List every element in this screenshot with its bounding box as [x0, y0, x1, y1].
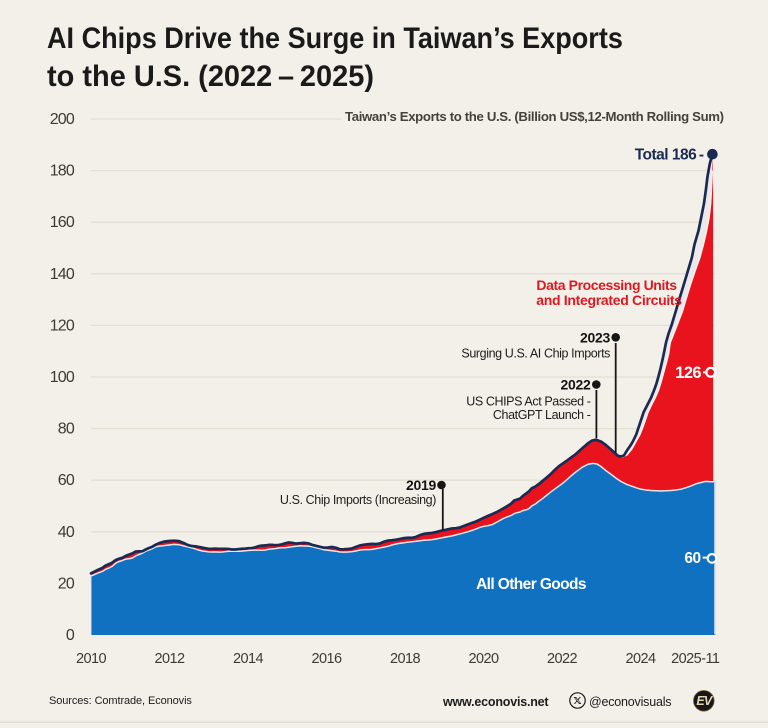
svg-text:2020: 2020: [468, 651, 499, 667]
svg-text:60: 60: [684, 550, 700, 567]
svg-text:2018: 2018: [390, 651, 421, 667]
svg-text:40: 40: [58, 524, 75, 541]
svg-text:US CHIPS Act Passed -: US CHIPS Act Passed -: [466, 394, 591, 408]
svg-text:2014: 2014: [233, 651, 264, 667]
svg-text:2016: 2016: [311, 651, 342, 667]
svg-text:Data Processing Units: Data Processing Units: [536, 277, 677, 293]
svg-text:ChatGPT Launch -: ChatGPT Launch -: [493, 408, 591, 422]
svg-text:100: 100: [50, 369, 75, 386]
svg-text:120: 120: [50, 317, 75, 334]
svg-text:U.S. Chip Imports (Increasing): U.S. Chip Imports (Increasing): [280, 493, 436, 507]
svg-text:and Integrated Circuits: and Integrated Circuits: [536, 292, 682, 308]
svg-text:Total 186 -: Total 186 -: [635, 147, 704, 164]
svg-text:200: 200: [50, 111, 75, 128]
svg-text:2010: 2010: [76, 651, 107, 667]
svg-text:2022: 2022: [547, 651, 578, 667]
svg-text:126: 126: [675, 364, 701, 382]
svg-text:2025-11: 2025-11: [671, 651, 720, 667]
svg-text:2023: 2023: [580, 329, 610, 345]
svg-text:80: 80: [58, 421, 75, 438]
svg-text:180: 180: [50, 163, 75, 180]
svg-text:2012: 2012: [154, 651, 185, 667]
svg-text:2022: 2022: [561, 377, 591, 393]
svg-text:140: 140: [50, 266, 75, 283]
svg-text:20: 20: [58, 575, 75, 592]
svg-text:2024: 2024: [625, 651, 656, 667]
svg-text:Surging U.S. AI Chip Imports: Surging U.S. AI Chip Imports: [461, 346, 610, 360]
svg-text:0: 0: [66, 627, 75, 644]
svg-text:160: 160: [50, 214, 75, 231]
svg-text:2019: 2019: [406, 477, 436, 493]
svg-text:EV: EV: [696, 694, 714, 708]
svg-text:All Other Goods: All Other Goods: [476, 576, 586, 593]
svg-text:60: 60: [58, 472, 75, 489]
